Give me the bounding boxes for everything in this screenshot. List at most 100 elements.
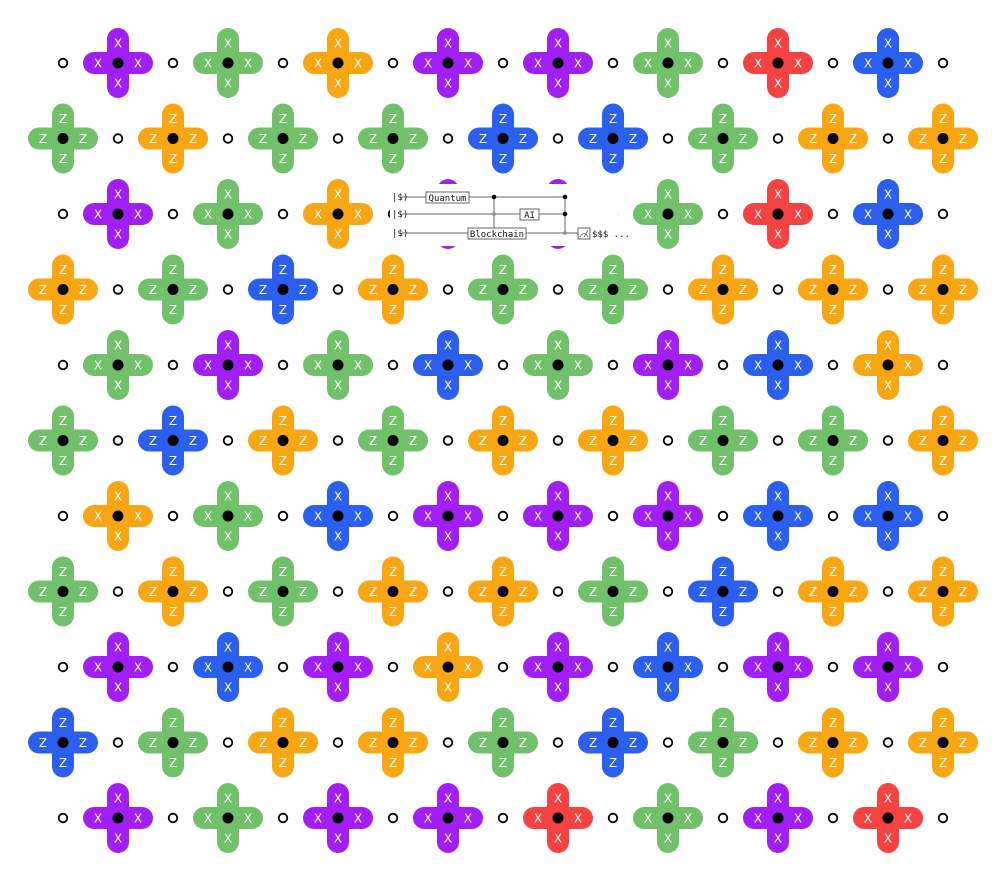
pauli-label: X: [884, 379, 892, 393]
pauli-label: Z: [169, 565, 177, 579]
qubit-node-open: [442, 284, 454, 295]
pauli-label: Z: [939, 605, 947, 619]
pauli-label: X: [554, 530, 562, 544]
pauli-label: X: [134, 812, 142, 826]
stabilizer-z: ZZZ Z: [798, 707, 868, 778]
pauli-label: Z: [299, 283, 307, 297]
pauli-label: Z: [829, 756, 837, 770]
pauli-label: X: [864, 661, 872, 675]
stabilizer-z: ZZZ Z: [468, 556, 538, 627]
pauli-label: Z: [169, 303, 177, 317]
qubit-node-open: [442, 435, 454, 446]
pauli-label: X: [884, 792, 892, 806]
pauli-label: X: [774, 681, 782, 695]
pauli-label: X: [884, 641, 892, 655]
stabilizer-z: ZZZ Z: [578, 103, 648, 174]
gate-ai-label: AI: [524, 211, 535, 221]
pauli-label: X: [314, 510, 322, 524]
qubit-node-filled: [222, 510, 234, 522]
pauli-label: X: [904, 57, 912, 71]
pauli-label: Z: [39, 283, 47, 297]
qubit-node-open: [497, 510, 509, 522]
pauli-label: X: [684, 812, 692, 826]
pauli-label: Z: [519, 434, 527, 448]
pauli-label: Z: [299, 736, 307, 750]
pauli-label: X: [114, 530, 122, 544]
pauli-label: X: [904, 208, 912, 222]
pauli-label: X: [664, 832, 672, 846]
pauli-label: X: [314, 661, 322, 675]
pauli-label: Z: [389, 605, 397, 619]
pauli-label: X: [464, 359, 472, 373]
pauli-label: Z: [519, 585, 527, 599]
pauli-label: X: [334, 792, 342, 806]
pauli-label: Z: [169, 716, 177, 730]
quantum-circuit-inset: |$⟩ |$⟩ |$⟩ Quantum AI Blockchain $$$ ..…: [390, 184, 630, 246]
stabilizer-z: ZZZ Z: [138, 556, 208, 627]
qubit-node-open: [112, 284, 124, 295]
pauli-label: X: [224, 77, 232, 91]
stabilizer-z: ZZZ Z: [28, 103, 98, 174]
stabilizer-z: ZZZ Z: [248, 405, 318, 476]
stabilizer-z: ZZZ Z: [468, 254, 538, 325]
pauli-label: X: [224, 530, 232, 544]
pauli-label: X: [424, 812, 432, 826]
pauli-label: X: [554, 681, 562, 695]
qubit-node-filled: [772, 661, 784, 673]
pauli-label: X: [774, 641, 782, 655]
qubit-node-filled: [827, 586, 839, 597]
pauli-label: X: [904, 359, 912, 373]
pauli-label: Z: [939, 263, 947, 277]
control-dot: [491, 194, 497, 200]
pauli-label: Z: [829, 303, 837, 317]
pauli-label: Z: [849, 585, 857, 599]
pauli-label: X: [204, 359, 212, 373]
pauli-label: Z: [939, 152, 947, 166]
qubit-node-filled: [662, 359, 674, 371]
pauli-label: Z: [699, 736, 707, 750]
pauli-label: Z: [589, 132, 597, 146]
control-dot: [562, 211, 568, 217]
qubit-node-filled: [442, 661, 454, 673]
pauli-label: X: [334, 832, 342, 846]
qubit-node-open: [772, 586, 784, 597]
pauli-label: X: [884, 681, 892, 695]
pauli-label: X: [444, 339, 452, 353]
pauli-label: X: [314, 208, 322, 222]
pauli-label: X: [334, 37, 342, 51]
pauli-label: X: [244, 510, 252, 524]
qubit-node-open: [387, 510, 399, 522]
pauli-label: Z: [519, 736, 527, 750]
qubit-node-open: [717, 208, 729, 220]
pauli-label: X: [574, 359, 582, 373]
qubit-node-open: [717, 359, 729, 371]
pauli-label: Z: [189, 434, 197, 448]
pauli-label: X: [134, 510, 142, 524]
qubit-node-open: [772, 284, 784, 295]
pauli-label: X: [354, 510, 362, 524]
pauli-label: X: [444, 641, 452, 655]
pauli-label: Z: [809, 434, 817, 448]
pauli-label: Z: [829, 414, 837, 428]
pauli-label: Z: [369, 283, 377, 297]
pauli-label: X: [134, 661, 142, 675]
pauli-label: Z: [809, 585, 817, 599]
qubit-node-open: [827, 359, 839, 371]
pauli-label: Z: [479, 283, 487, 297]
pauli-label: Z: [519, 132, 527, 146]
qubit-node-open: [442, 586, 454, 597]
pauli-label: X: [684, 661, 692, 675]
qubit-node-filled: [607, 284, 619, 295]
pauli-label: Z: [959, 585, 967, 599]
target-dot: [492, 212, 496, 216]
